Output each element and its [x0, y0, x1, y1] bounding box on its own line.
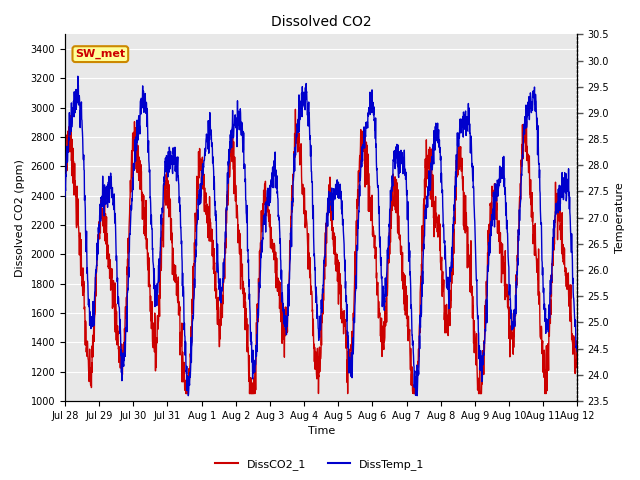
X-axis label: Time: Time [308, 426, 335, 436]
Title: Dissolved CO2: Dissolved CO2 [271, 15, 371, 29]
Text: SW_met: SW_met [76, 49, 125, 59]
Y-axis label: Dissolved CO2 (ppm): Dissolved CO2 (ppm) [15, 159, 25, 276]
Legend: DissCO2_1, DissTemp_1: DissCO2_1, DissTemp_1 [211, 455, 429, 474]
Y-axis label: Temperature: Temperature [615, 182, 625, 253]
